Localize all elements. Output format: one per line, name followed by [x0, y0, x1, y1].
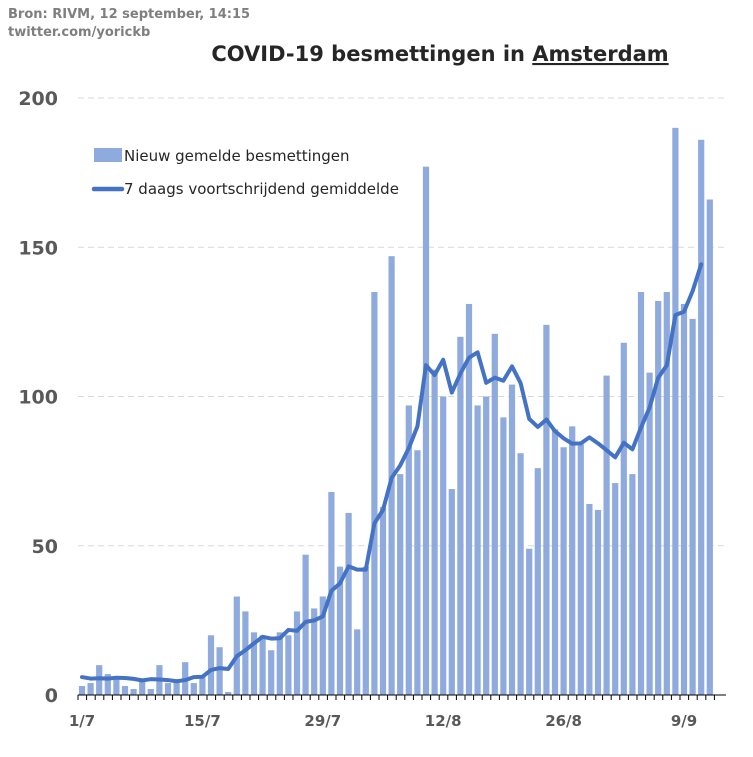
x-tick-label: 26/8	[545, 712, 582, 730]
bar	[130, 689, 137, 695]
legend: Nieuw gemelde besmettingen 7 daags voort…	[91, 147, 399, 198]
bar	[689, 318, 696, 695]
bar	[508, 384, 516, 695]
bar	[440, 396, 447, 695]
x-tick-label: 29/7	[304, 712, 341, 730]
bar	[517, 453, 524, 695]
chart-title-prefix: COVID-19 besmettingen in	[211, 42, 532, 66]
bar	[216, 647, 223, 695]
line-series	[80, 262, 704, 684]
bar	[560, 447, 567, 695]
bar	[663, 292, 670, 695]
bar	[285, 635, 292, 695]
x-tick-label: 1/7	[69, 712, 95, 730]
bar	[569, 426, 576, 695]
y-tick-label: 100	[18, 387, 58, 409]
bar	[448, 489, 455, 695]
bar	[199, 677, 206, 695]
chart-title: COVID-19 besmettingen in Amsterdam	[211, 42, 668, 66]
bar	[250, 632, 258, 695]
x-tick-label: 9/9	[671, 712, 697, 730]
bar	[268, 650, 275, 695]
bar	[405, 405, 412, 695]
bar	[629, 474, 636, 695]
bar	[173, 680, 180, 695]
bar	[431, 369, 438, 695]
bar	[259, 635, 266, 695]
bar	[319, 596, 326, 695]
bar	[594, 509, 602, 695]
bar	[603, 375, 610, 695]
bar	[139, 680, 146, 695]
bar	[87, 683, 94, 695]
source-line: Bron: RIVM, 12 september, 14:15	[8, 7, 251, 22]
bar	[491, 333, 498, 695]
bar	[646, 372, 653, 695]
bar	[483, 396, 490, 695]
bar	[371, 292, 378, 695]
bar	[78, 686, 86, 695]
bar	[526, 548, 533, 695]
bar	[345, 512, 352, 695]
bar	[474, 405, 481, 695]
bar	[500, 417, 507, 695]
legend-bar-swatch	[94, 148, 122, 162]
chart-title-place: Amsterdam	[532, 42, 668, 66]
bar	[465, 303, 473, 695]
bar	[586, 503, 593, 695]
bar	[293, 611, 301, 695]
bar	[379, 506, 387, 695]
bar-series	[78, 127, 713, 696]
bar	[422, 166, 430, 695]
legend-bar-label: Nieuw gemelde besmettingen	[124, 147, 350, 165]
bar	[104, 674, 111, 695]
bar	[190, 683, 197, 695]
bar	[457, 336, 464, 695]
bar	[311, 608, 318, 695]
bar	[414, 450, 421, 695]
bar	[242, 611, 249, 695]
bar	[577, 444, 584, 695]
y-tick-label: 150	[18, 237, 58, 259]
bar	[706, 199, 713, 696]
bar	[698, 139, 705, 696]
bar	[680, 303, 688, 695]
bar	[164, 683, 172, 695]
bar	[543, 324, 550, 695]
axes: 1/7 15/7 29/7 12/8 26/8 9/9	[69, 694, 726, 730]
bar	[121, 686, 129, 695]
bar	[612, 483, 619, 695]
bar	[397, 474, 404, 695]
bar	[637, 292, 645, 695]
legend-line-label: 7 daags voortschrijdend gemiddelde	[124, 180, 399, 198]
bar	[233, 596, 240, 695]
bar	[672, 127, 679, 696]
bar	[354, 629, 361, 695]
source-handle: twitter.com/yorickb	[8, 25, 151, 40]
bar	[207, 635, 215, 695]
y-tick-label: 200	[18, 88, 58, 110]
bar	[551, 429, 559, 695]
x-tick-label: 12/8	[425, 712, 462, 730]
bar	[225, 692, 232, 695]
bar	[302, 554, 309, 695]
bar	[620, 342, 627, 695]
x-tick-label: 15/7	[184, 712, 221, 730]
bar	[336, 566, 344, 695]
bar	[147, 689, 154, 695]
moving-average-line	[80, 262, 704, 684]
y-tick-label: 50	[32, 536, 58, 558]
bar	[362, 566, 369, 695]
bar	[655, 300, 662, 695]
source-credit: Bron: RIVM, 12 september, 14:15 twitter.…	[8, 6, 250, 42]
y-tick-label: 0	[45, 685, 58, 707]
bar	[276, 632, 283, 695]
bar	[534, 468, 541, 695]
bar	[113, 677, 120, 695]
